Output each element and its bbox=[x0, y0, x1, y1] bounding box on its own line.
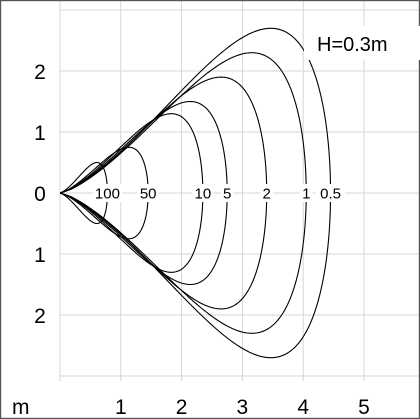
level-label: 5 bbox=[223, 186, 231, 203]
level-label-bg bbox=[192, 184, 214, 202]
level-label: 100 bbox=[95, 186, 120, 203]
y-tick-label: 2 bbox=[34, 61, 46, 84]
level-label: 0.5 bbox=[320, 186, 341, 203]
level-label: 1 bbox=[302, 186, 310, 203]
level-label: 2 bbox=[263, 186, 271, 203]
level-label-bg bbox=[137, 184, 159, 202]
level-label: 10 bbox=[195, 186, 212, 203]
x-axis-unit-label: m bbox=[12, 396, 30, 419]
x-tick-label: 2 bbox=[176, 396, 188, 419]
y-tick-label: 2 bbox=[34, 305, 46, 328]
level-label: 50 bbox=[140, 186, 157, 203]
y-tick-labels: 2 1 0 1 2 bbox=[34, 61, 46, 328]
x-tick-labels: 1 2 3 4 5 bbox=[115, 396, 370, 419]
level-label-bg bbox=[260, 184, 274, 202]
y-tick-label: 0 bbox=[34, 183, 46, 206]
level-labels: 100 50 10 5 2 1 0.5 bbox=[92, 184, 346, 203]
annotation-background bbox=[304, 26, 420, 60]
x-tick-label: 4 bbox=[297, 396, 309, 419]
y-tick-label: 1 bbox=[34, 244, 46, 267]
x-tick-label: 5 bbox=[358, 396, 370, 419]
level-label-bg bbox=[299, 184, 313, 202]
x-tick-label: 1 bbox=[115, 396, 127, 419]
x-tick-label: 3 bbox=[237, 396, 249, 419]
level-label-bg bbox=[92, 184, 123, 202]
height-annotation: H=0.3m bbox=[317, 34, 388, 56]
level-label-bg bbox=[315, 184, 346, 202]
y-tick-label: 1 bbox=[34, 122, 46, 145]
level-label-bg bbox=[220, 184, 234, 202]
